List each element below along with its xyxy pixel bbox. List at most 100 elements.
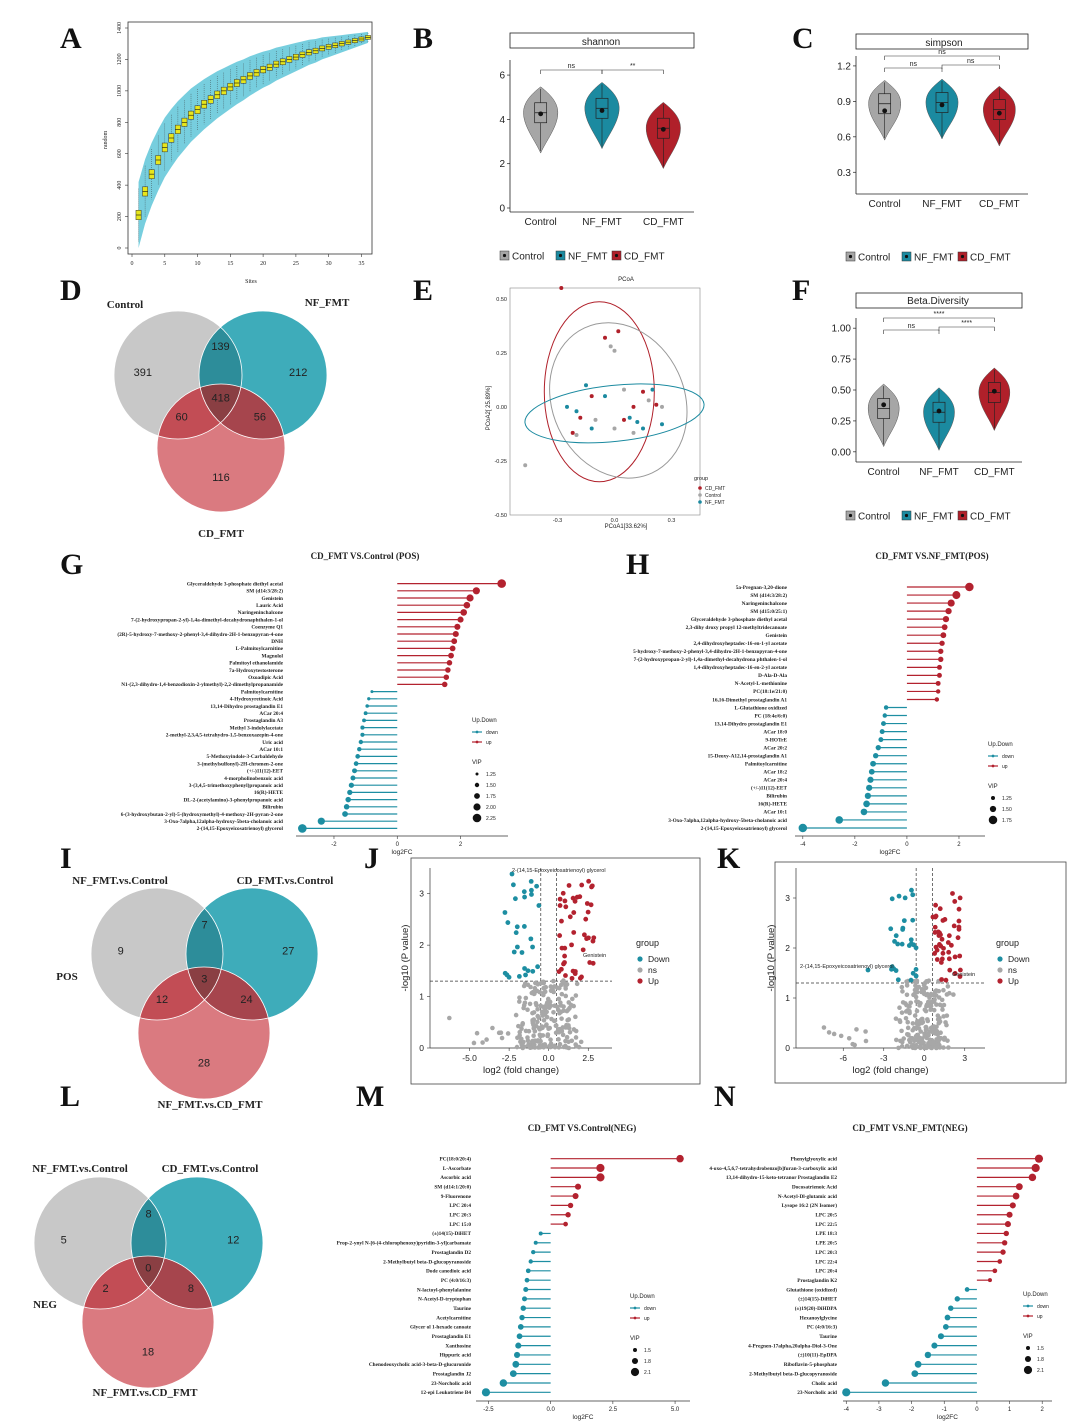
lollipop_G-point [472,587,480,595]
lollipop_G-metabolite-label: Coenzyme Q1 [251,625,283,631]
rarefaction-ytick-label: 600 [117,149,123,158]
volcano_K-ns-point [914,1025,920,1030]
pcoa-ellipse-cd [543,301,655,483]
volcano_J-up-point [574,894,580,900]
beta-violin-CD_FMT [978,367,1011,432]
pcoa-point [641,426,645,431]
volcano_K-down-point [889,896,895,902]
volcano_K-up-point [948,942,954,948]
lollipop_G-metabolite-label: Naringeninchalcone [238,610,284,616]
lollipop_N-point [1006,1211,1013,1218]
lollipop_G-vip-label: 2.25 [486,816,496,822]
rarefaction-ytick-label: 1400 [117,22,123,34]
lollipop_G-vip-dot [474,793,480,799]
shannon-legend-label: CD_FMT [624,252,665,263]
volcano_K-ns-point [912,991,917,997]
lollipop_M-metabolite-label: Prostaglandin D2 [432,1250,472,1256]
volcano_K-ns-point [937,1002,943,1008]
panel-label-J: J [364,842,379,875]
volcano_J-ns-point [557,1041,563,1047]
lollipop_M-metabolite-label: Chenodeoxycholic acid-3-beta-D-glucuroni… [369,1362,472,1368]
lollipop_N-point [1012,1192,1020,1200]
venn_D-label-b: NF_FMT [305,297,350,309]
lollipop_G-metabolite-label: Bilirubin [262,805,283,811]
lollipop_M-point [567,1202,574,1209]
volcano_J-xtick-label: -5.0 [462,1053,477,1063]
volcano_J-up-point [566,883,572,888]
venn_I-count-bc: 24 [240,994,252,1006]
lollipop_H-metabolite-label: ACar 10:1 [763,810,787,816]
beta-ytick-label: 0.75 [832,355,852,366]
volcano_K-up-point [932,930,938,935]
beta-xtick-label: CD_FMT [974,467,1015,478]
lollipop_N-updown-dot [1026,1304,1030,1308]
lollipop_M-point [538,1231,543,1236]
pcoa-point [631,430,636,435]
venn_L-count-bc: 8 [188,1283,194,1295]
volcano_J-up-point [579,882,585,888]
volcano_K-ns-point [946,1045,951,1050]
lollipop_G-metabolite-label: 4-Hydroxyretinoic Acid [230,697,283,703]
lollipop_G-point [449,645,456,652]
lollipop_H-xtick-label: -2 [852,842,858,848]
volcano_K-ns-point [916,984,922,990]
venn_D-count-abc: 418 [211,392,229,404]
lollipop_G-metabolite-label: Palmitoylcarnitine [241,689,284,695]
volcano_J-up-point [559,945,565,951]
beta-sig-bracket [883,317,995,322]
volcano_J-ns-point [538,980,544,986]
beta-mean-point [936,408,942,414]
volcano_J-ns-point [505,1031,511,1036]
volcano_K-ns-point [915,1018,920,1024]
volcano_K-up-point [951,923,957,929]
lollipop_N-updown-dot [1026,1314,1030,1318]
simpson-strip-label: simpson [925,38,962,49]
venn_I-count-abc: 3 [201,973,207,985]
lollipop_N-metabolite-label: LPC 22:5 [815,1222,837,1228]
volcano_J-up-point [569,975,575,981]
pcoa-ytick-label: 0.50 [496,297,507,303]
volcano_K-ns-point [936,1020,942,1026]
lollipop_G-point [353,761,359,766]
volcano_J-up-point [586,878,592,884]
lollipop_H-metabolite-label: 1,4-dihydroxyheptadec-16-en-2-yl acetate [694,665,788,671]
lollipop_M-metabolite-label: 12-epi Leukotriene B4 [421,1390,472,1396]
volcano_K-up-point [933,913,939,919]
volcano_K-ns-point [944,992,950,997]
volcano_K-up-point [952,954,958,960]
pcoa-point [574,433,579,438]
panel-label-F: F [792,274,810,307]
lollipop_H-point [939,640,945,646]
volcano_K-down-point [893,933,899,939]
lollipop_H-point [860,808,868,816]
lollipop_H-xlabel: log2FC [880,849,901,856]
lollipop_G-metabolite-label: Oxoadipic Acid [248,675,283,681]
lollipop_M-vip-label: 2.1 [644,1370,651,1376]
pcoa-xtick-label: -0.3 [553,518,562,524]
rarefaction-xtick-label: 30 [326,261,332,267]
lollipop_G-metabolite-label: 3-Oxo-7alpha,12alpha-hydroxy-5beta-chola… [164,819,283,825]
lollipop_H-vip-dot [991,796,995,800]
venn_L-outline [33,1176,167,1310]
rarefaction-xlabel: Sites [245,279,257,285]
lollipop_G-updown-label: up [486,740,492,746]
volcano_J-ytick-label: 2 [419,940,424,950]
lollipop_N-point [881,1379,890,1387]
simpson-sig-label: ns [910,61,918,68]
venn_L-label-c: NF_FMT.vs.CD_FMT [93,1387,199,1399]
volcano_J-ns-point [537,1042,543,1048]
lollipop_H-metabolite-label: Genistein [766,633,788,639]
lollipop_H-metabolite-label: Palmitoylcarnitine [745,762,788,768]
lollipop_N-updown-title: Up.Down [1023,1292,1048,1298]
beta-violin-Control [867,383,900,448]
lollipop_G-metabolite-label: Uric acid [262,740,283,746]
lollipop_M-metabolite-label: (±)14(15)-DiHET [432,1230,471,1237]
volcano_J-down-point [502,910,508,915]
venn_L-outline [81,1255,215,1389]
volcano_K-ns-point [923,980,928,986]
volcano_J-ns-point [550,987,555,993]
volcano_J-ns-point [544,1022,549,1027]
beta-legend-dot [960,513,965,518]
volcano_K-down-point [895,941,901,947]
lollipop_G-metabolite-label: 3-(methylsulfonyl)-2H-chromen-2-one [197,760,283,767]
